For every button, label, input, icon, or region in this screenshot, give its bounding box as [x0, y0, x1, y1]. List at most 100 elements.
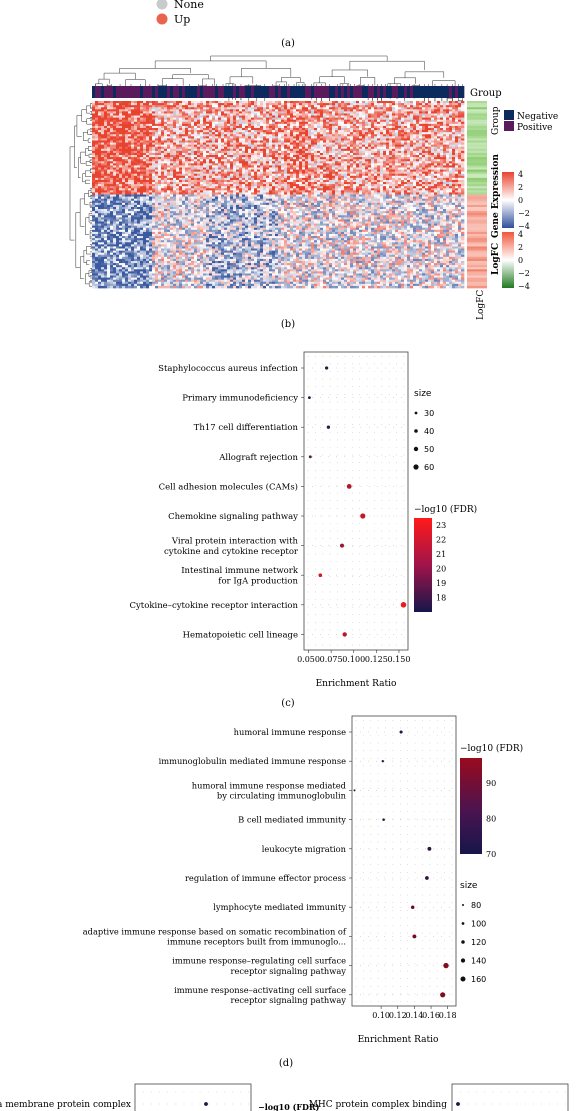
heatmap-cell	[296, 136, 300, 139]
heatmap-cell	[260, 142, 264, 145]
heatmap-cell	[329, 113, 333, 116]
heatmap-cell	[245, 105, 249, 108]
heatmap-cell	[230, 117, 234, 121]
heatmap-cell	[317, 148, 321, 152]
heatmap-cell	[449, 103, 453, 106]
heatmap-cell	[392, 167, 396, 170]
heatmap-cell	[101, 155, 105, 158]
heatmap-cell	[446, 155, 450, 158]
heatmap-cell	[404, 165, 408, 168]
heatmap-cell	[242, 107, 246, 110]
heatmap-cell	[248, 123, 252, 127]
heatmap-cell	[419, 130, 423, 133]
heatmap-cell	[149, 130, 153, 133]
heatmap-cell	[311, 113, 315, 116]
heatmap-cell	[302, 161, 306, 164]
heatmap-cell	[449, 123, 453, 127]
heatmap-cell	[110, 123, 114, 127]
heatmap-cell	[203, 152, 207, 156]
heatmap-cell	[404, 161, 408, 164]
heatmap-cell	[440, 165, 444, 168]
heatmap-cell	[245, 146, 249, 150]
heatmap-cell	[131, 152, 135, 156]
heatmap-cell	[152, 165, 156, 168]
heatmap-cell	[140, 157, 144, 160]
heatmap-cell	[455, 136, 459, 139]
heatmap-cell	[182, 109, 186, 112]
heatmap-cell	[200, 115, 204, 118]
heatmap-cell	[227, 130, 231, 133]
heatmap-cell	[380, 138, 384, 141]
heatmap-cell	[95, 173, 99, 177]
heatmap-cell	[359, 123, 363, 127]
heatmap-cell	[359, 142, 363, 145]
heatmap-cell	[398, 134, 402, 137]
heatmap-cell	[368, 161, 372, 164]
heatmap-cell	[122, 125, 126, 129]
heatmap-cell	[137, 161, 141, 164]
heatmap-cell	[362, 125, 366, 129]
heatmap-cell	[419, 134, 423, 137]
heatmap-cell	[422, 136, 426, 139]
heatmap-cell	[380, 107, 384, 110]
heatmap-cell	[254, 144, 258, 148]
heatmap-cell	[308, 136, 312, 139]
heatmap-cell	[356, 119, 360, 123]
heatmap-cell	[131, 163, 135, 166]
heatmap-cell	[140, 140, 144, 143]
heatmap-cell	[443, 138, 447, 141]
heatmap-cell	[353, 103, 357, 106]
heatmap-cell	[383, 132, 387, 135]
heatmap-cell	[401, 111, 405, 114]
heatmap-cell	[176, 155, 180, 158]
heatmap-cell	[125, 121, 129, 125]
heatmap-cell	[140, 146, 144, 150]
heatmap-cell	[347, 155, 351, 158]
heatmap-cell	[149, 132, 153, 135]
group-bar-cell	[233, 86, 237, 98]
heatmap-cell	[311, 117, 315, 121]
heatmap-cell	[260, 140, 264, 143]
heatmap-cell	[281, 107, 285, 110]
heatmap-cell	[155, 134, 159, 137]
heatmap-cell	[170, 142, 174, 145]
heatmap-cell	[134, 152, 138, 156]
heatmap-cell	[320, 146, 324, 150]
heatmap-cell	[203, 109, 207, 112]
heatmap-cell	[212, 161, 216, 164]
heatmap-cell	[428, 159, 432, 162]
heatmap-cell	[149, 144, 153, 148]
heatmap-cell	[185, 128, 189, 131]
heatmap-cell	[263, 125, 267, 129]
heatmap-cell	[101, 140, 105, 143]
heatmap-cell	[107, 115, 111, 118]
heatmap-cell	[254, 121, 258, 125]
heatmap-cell	[158, 107, 162, 110]
heatmap-cell	[272, 132, 276, 135]
heatmap-cell	[242, 119, 246, 123]
heatmap-cell	[395, 113, 399, 116]
heatmap-cell	[449, 155, 453, 158]
heatmap-cell	[266, 132, 270, 135]
heatmap-cell	[212, 125, 216, 129]
heatmap-cell	[365, 132, 369, 135]
heatmap-cell	[164, 159, 168, 162]
group-bar-cell	[191, 86, 195, 98]
heatmap-cell	[308, 103, 312, 106]
heatmap-cell	[170, 148, 174, 152]
heatmap-cell	[401, 138, 405, 141]
heatmap-cell	[170, 159, 174, 162]
heatmap-cell	[344, 157, 348, 160]
heatmap-cell	[116, 101, 120, 104]
heatmap-cell	[293, 150, 297, 154]
heatmap-cell	[191, 138, 195, 141]
heatmap-cell	[290, 134, 294, 137]
heatmap-cell	[413, 144, 417, 148]
heatmap-cell	[113, 152, 117, 156]
heatmap-cell	[311, 152, 315, 156]
heatmap-cell	[332, 113, 336, 116]
heatmap-cell	[164, 161, 168, 164]
heatmap-cell	[215, 111, 219, 114]
heatmap-cell	[449, 107, 453, 110]
heatmap-cell	[383, 157, 387, 160]
